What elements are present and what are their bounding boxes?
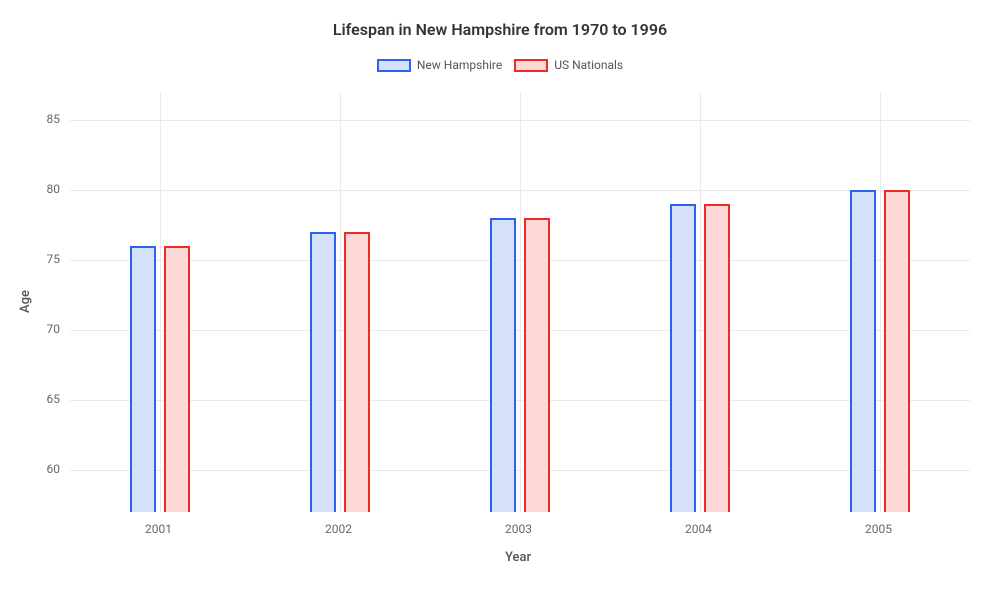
y-tick-label: 60 xyxy=(47,462,61,476)
legend: New Hampshire US Nationals xyxy=(0,58,1000,72)
legend-swatch xyxy=(377,59,411,72)
legend-item: US Nationals xyxy=(514,58,623,72)
gridline-vertical xyxy=(520,92,521,512)
x-tick-label: 2001 xyxy=(145,522,172,536)
x-tick-label: 2002 xyxy=(325,522,352,536)
bar xyxy=(490,218,516,512)
gridline-vertical xyxy=(880,92,881,512)
bar xyxy=(884,190,910,512)
bar xyxy=(850,190,876,512)
bar xyxy=(524,218,550,512)
bar xyxy=(670,204,696,512)
y-axis-label: Age xyxy=(18,290,33,313)
bar xyxy=(704,204,730,512)
legend-item: New Hampshire xyxy=(377,58,502,72)
y-tick-label: 75 xyxy=(47,252,61,266)
gridline-vertical xyxy=(700,92,701,512)
chart-title: Lifespan in New Hampshire from 1970 to 1… xyxy=(0,20,1000,39)
legend-label: US Nationals xyxy=(554,58,623,72)
chart-container: Lifespan in New Hampshire from 1970 to 1… xyxy=(0,0,1000,600)
x-axis-label: Year xyxy=(505,550,531,565)
bar xyxy=(130,246,156,512)
y-tick-label: 85 xyxy=(47,112,61,126)
bar xyxy=(164,246,190,512)
y-tick-label: 80 xyxy=(47,182,61,196)
gridline-vertical xyxy=(340,92,341,512)
gridline-vertical xyxy=(160,92,161,512)
bar xyxy=(310,232,336,512)
legend-swatch xyxy=(514,59,548,72)
legend-label: New Hampshire xyxy=(417,58,502,72)
y-tick-label: 65 xyxy=(47,392,61,406)
bar xyxy=(344,232,370,512)
plot-area xyxy=(70,92,970,512)
x-tick-label: 2005 xyxy=(865,522,892,536)
x-tick-label: 2004 xyxy=(685,522,712,536)
y-tick-label: 70 xyxy=(47,322,61,336)
x-tick-label: 2003 xyxy=(505,522,532,536)
